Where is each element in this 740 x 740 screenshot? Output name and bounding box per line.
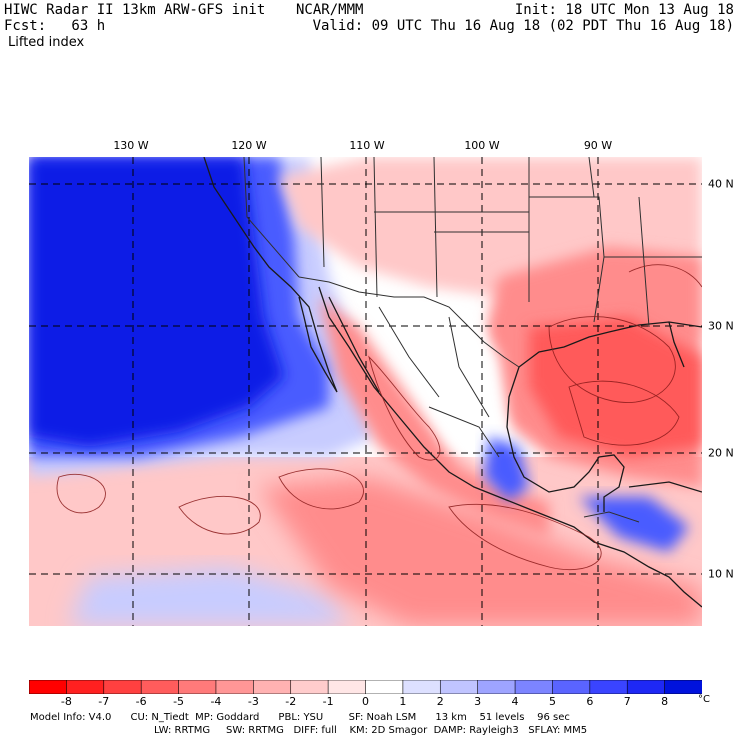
lon-label-130w: 130 W [113,139,149,152]
colorbar-tick-label: 1 [399,695,407,708]
colorbar-swatch [514,680,554,694]
colorbar-tick-label: 6 [586,695,594,708]
political-borders [243,157,702,523]
colorbar-swatch [477,680,516,694]
colorbar-swatch [365,680,404,694]
coastlines [203,157,702,608]
lon-label-100w: 100 W [464,139,500,152]
lat-label-40n: 40 N [708,177,734,191]
graticule [29,157,702,626]
lon-label-120w: 120 W [231,139,267,152]
colorbar-tick-label: 5 [548,695,556,708]
colorbar-swatch [552,680,591,694]
colorbar [29,680,702,694]
colorbar-swatch [439,680,479,694]
lon-label-90w: 90 W [583,139,613,152]
colorbar-tick-label: -2 [285,695,297,708]
colorbar-swatch [140,680,180,694]
model-info-line-2: LW: RRTMG SW: RRTMG DIFF: full KM: 2D Sm… [154,725,588,736]
lat-label-20n: 20 N [708,446,734,460]
colorbar-tick-label: 8 [661,695,669,708]
colorbar-swatch [253,680,292,694]
lat-label-30n: 30 N [708,319,734,333]
valid-time: Valid: 09 UTC Thu 16 Aug 18 (02 PDT Thu … [312,18,734,34]
colorbar-swatch [215,680,255,694]
colorbar-tick-label: -8 [60,695,72,708]
colorbar-tick-label: -7 [98,695,110,708]
contour-lines [56,264,702,571]
colorbar-tick-label: 3 [474,695,482,708]
organization-label: NCAR/MMM [296,2,364,18]
colorbar-tick-label: -6 [135,695,147,708]
colorbar-tick-label: 0 [362,695,369,708]
colorbar-swatch [327,680,367,694]
colorbar-tick-label: -4 [210,695,222,708]
map-title: HIWC Radar II 13km ARW-GFS init [4,2,266,18]
colorbar-swatch [402,680,442,694]
colorbar-swatch [589,680,629,694]
colorbar-swatch [103,680,142,694]
colorbar-swatch [178,680,217,694]
model-info-line-1: Model Info: V4.0 CU: N_Tiedt MP: Goddard… [30,712,570,723]
init-time: Init: 18 UTC Mon 13 Aug 18 [514,2,734,18]
colorbar-tick-label: 4 [511,695,519,708]
colorbar-swatch [290,680,329,694]
colorbar-tick-label: -3 [247,695,259,708]
colorbar-tick-label: 2 [436,695,444,708]
colorbar-swatch [664,680,702,694]
lifted-index-map [29,157,702,626]
colorbar-tick-label: -5 [173,695,185,708]
colorbar-unit: °C [698,694,710,705]
colorbar-tick-label: 7 [623,695,631,708]
colorbar-swatch [29,680,68,694]
colorbar-swatch [626,680,666,694]
field-shading [29,157,702,626]
colorbar-tick-label: -1 [322,695,334,708]
colorbar-swatch [66,680,105,694]
lon-label-110w: 110 W [349,139,385,152]
field-name: Lifted index [8,35,85,50]
forecast-hour: Fcst: 63 h [4,18,106,34]
lat-label-10n: 10 N [708,567,734,581]
